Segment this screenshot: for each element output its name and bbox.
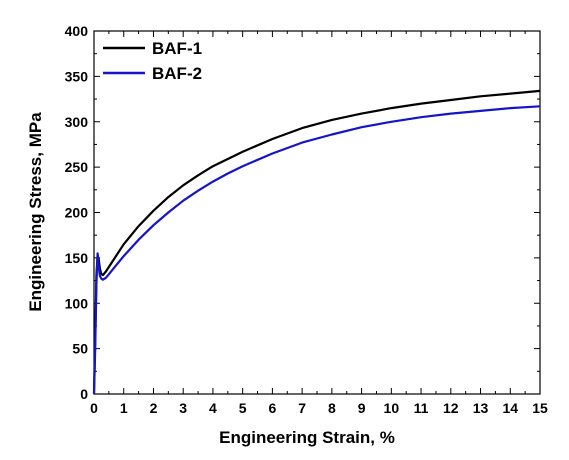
series-line-baf-2	[92, 105, 541, 395]
plot-frame	[93, 30, 541, 395]
y-tick-label: 300	[65, 114, 89, 130]
y-tick-label: 400	[65, 23, 89, 39]
y-tick-label: 100	[65, 295, 89, 311]
y-tick-label: 250	[65, 159, 89, 175]
legend: BAF-1 BAF-2	[103, 39, 202, 83]
x-tick-label: 8	[328, 400, 336, 416]
y-tick-label: 50	[72, 341, 88, 357]
x-tick-label: 9	[358, 400, 366, 416]
y-tick-label: 0	[80, 386, 88, 402]
x-tick-label: 7	[298, 400, 306, 416]
x-tick-label: 5	[239, 400, 247, 416]
x-tick-label: 2	[150, 400, 158, 416]
x-tick-label: 3	[179, 400, 187, 416]
x-tick-label: 10	[384, 400, 400, 416]
y-tick-label: 150	[65, 250, 89, 266]
x-tick-label: 0	[90, 400, 98, 416]
x-tick-label: 6	[269, 400, 277, 416]
series-line-baf-1	[92, 89, 541, 395]
x-tick-label: 12	[443, 400, 459, 416]
x-tick-label: 15	[532, 400, 548, 416]
x-tick-label: 4	[209, 400, 217, 416]
legend-label: BAF-1	[152, 39, 202, 58]
data-series	[92, 89, 541, 395]
axis-ticks: 0 1 2 3 4 5 6 7 8 9 10 11 12 13 14 15050100150200250300…	[65, 23, 548, 416]
x-tick-label: 1	[120, 400, 128, 416]
x-tick-label: 13	[473, 400, 489, 416]
x-axis-title: Engineering Strain, %	[219, 428, 395, 447]
y-tick-label: 350	[65, 68, 89, 84]
legend-label: BAF-2	[152, 64, 202, 83]
y-axis-title: Engineering Stress, MPa	[26, 112, 45, 312]
x-tick-label: 14	[502, 400, 518, 416]
y-tick-label: 200	[65, 205, 89, 221]
x-tick-label: 11	[414, 400, 429, 416]
